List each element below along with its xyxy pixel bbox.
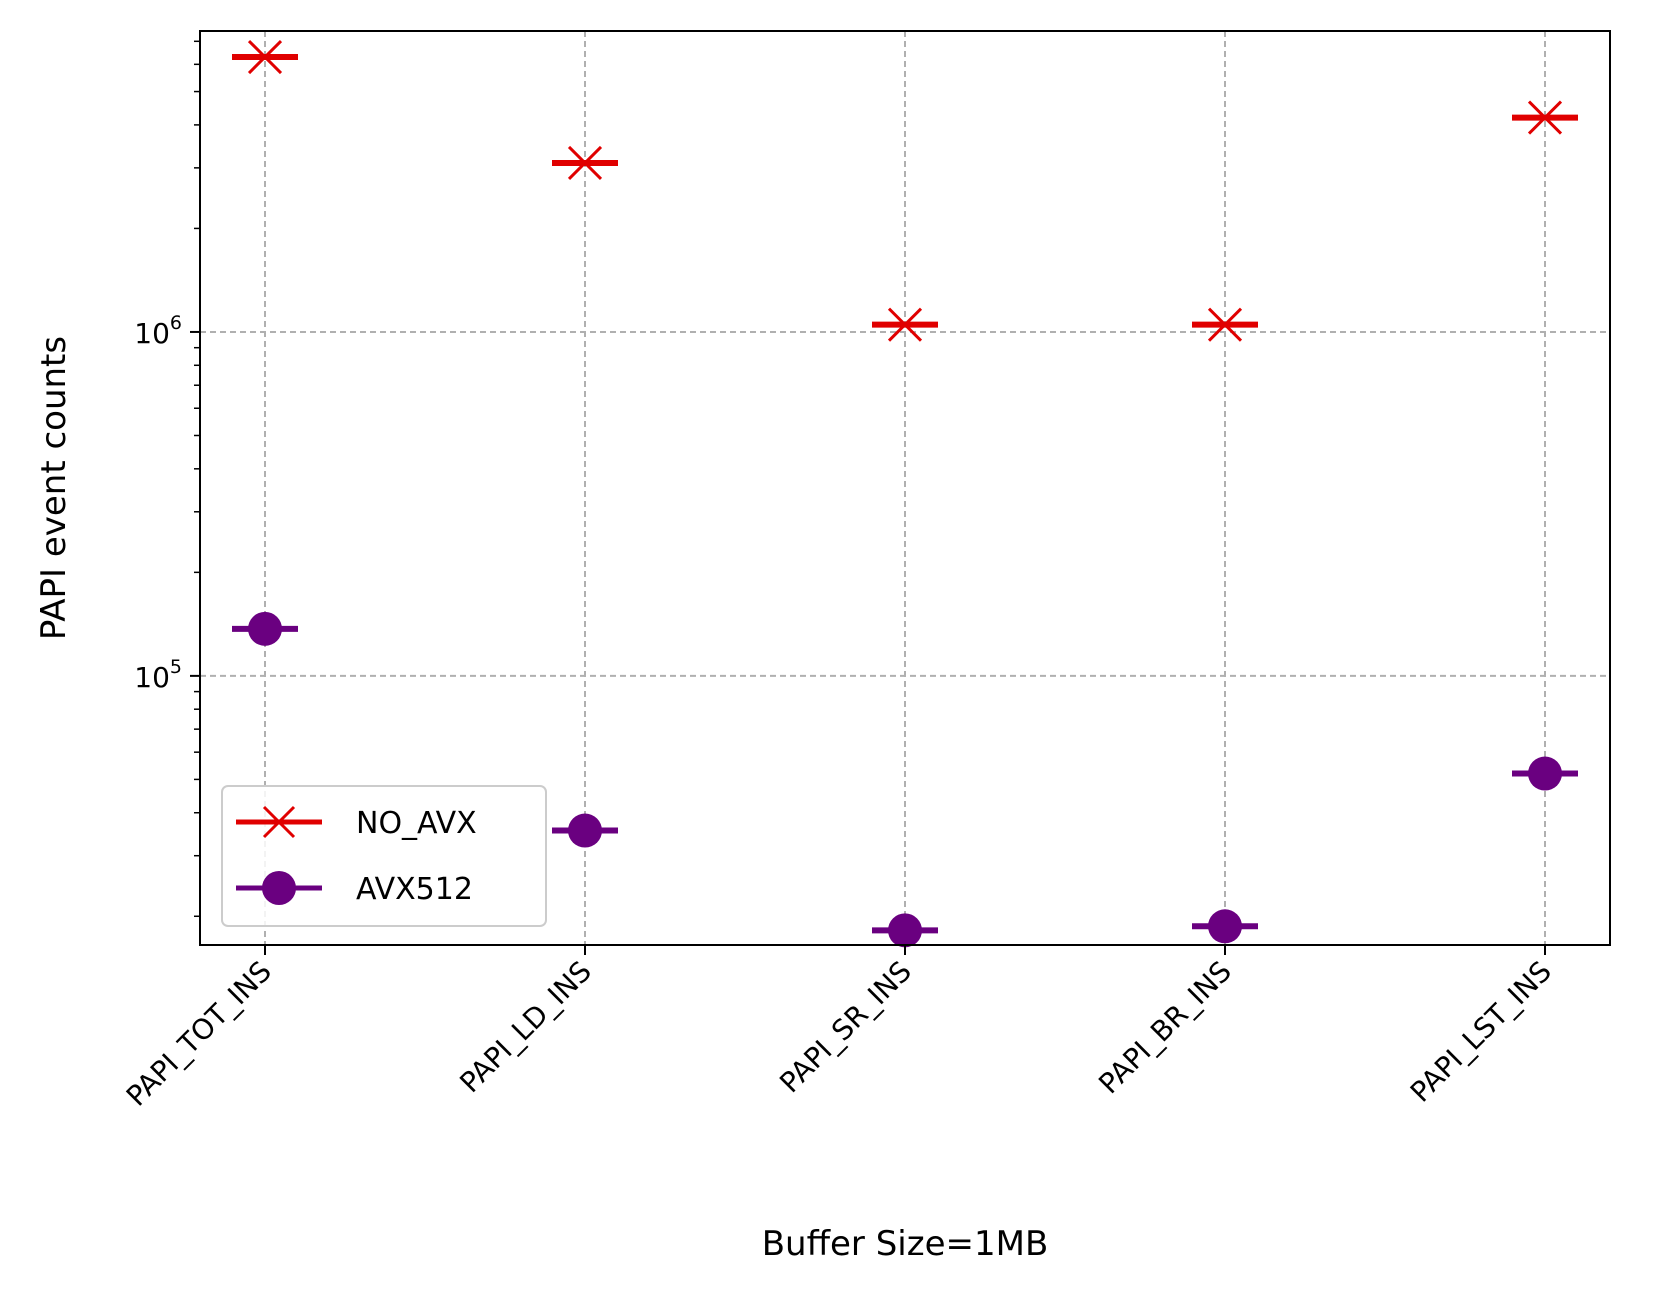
y-tick-label-exponent: 6 (170, 312, 182, 334)
x-axis-title: Buffer Size=1MB (762, 1224, 1049, 1264)
x-tick-label: PAPI_SR_INS (773, 955, 918, 1100)
y-tick-label-exponent: 5 (170, 656, 182, 678)
y-tick-label-base: 10 (134, 661, 170, 694)
x-tick-label: PAPI_TOT_INS (120, 955, 278, 1113)
x-tick-label: PAPI_BR_INS (1092, 955, 1238, 1101)
y-axis-title: PAPI event counts (34, 336, 74, 640)
x-tick-label: PAPI_LD_INS (453, 955, 598, 1100)
no-avx-point (1192, 307, 1258, 342)
avx512-point (552, 813, 618, 848)
avx512-point (1192, 909, 1258, 944)
x-marker-stroke (247, 39, 283, 75)
x-marker-stroke (887, 307, 923, 342)
avx512-point (1512, 756, 1578, 791)
x-marker-stroke (1207, 307, 1243, 342)
y-tick-label: 106 (134, 312, 182, 350)
y-tick-label: 105 (134, 656, 182, 694)
data-marks (232, 39, 1578, 948)
circle-marker (888, 913, 922, 948)
plot-frame (199, 30, 1611, 946)
no-avx-point (872, 307, 938, 342)
tick-labels: PAPI_TOT_INS PAPI_LD_INS PAPI_SR_INS PAPI_B… (120, 312, 1558, 1113)
x-tick-label: PAPI_LST_INS (1404, 955, 1558, 1109)
legend-label: NO_AVX (356, 806, 477, 841)
x-marker-stroke (1527, 100, 1563, 135)
no-avx-point (232, 39, 298, 75)
legend-x-marker (262, 805, 296, 839)
x-marker-stroke (567, 145, 603, 181)
avx512-point (872, 913, 938, 948)
legend-circle-marker (262, 871, 296, 905)
legend-entry: NO_AVX (236, 805, 477, 841)
circle-marker (1528, 756, 1562, 791)
no-avx-point (1512, 100, 1578, 135)
grid-lines (200, 31, 1610, 945)
y-tick-label-base: 10 (134, 317, 170, 350)
circle-marker (248, 611, 282, 646)
circle-marker (1208, 909, 1242, 944)
legend-entry: AVX512 (236, 871, 473, 907)
axes (190, 30, 1611, 955)
circle-marker (568, 813, 602, 848)
legend-label: AVX512 (356, 872, 473, 907)
avx512-point (232, 611, 298, 646)
legend: NO_AVX AVX512 (221, 785, 547, 927)
no-avx-point (552, 145, 618, 181)
